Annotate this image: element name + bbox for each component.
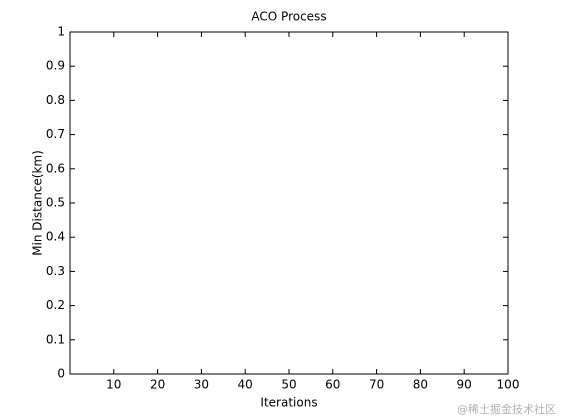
x-tick-label: 80 [413,378,428,392]
x-tick-label: 90 [457,378,472,392]
x-tick-label: 40 [238,378,253,392]
y-tick-label: 0 [57,367,65,381]
chart-title: ACO Process [251,10,326,24]
plot-frame [69,31,509,375]
x-axis-label: Iterations [260,396,317,410]
y-tick-label: 0.6 [46,161,65,175]
x-tick-label: 100 [497,378,520,392]
y-tick-label: 0.3 [46,264,65,278]
y-tick-label: 0.2 [46,298,65,312]
x-tick-label: 50 [281,378,296,392]
y-tick-label: 0.7 [46,127,65,141]
watermark: @稀土掘金技术社区 [457,402,556,416]
x-tick-label: 60 [325,378,340,392]
x-tick-label: 30 [194,378,209,392]
y-tick-label: 0.8 [46,93,65,107]
x-tick-label: 10 [106,378,121,392]
x-tick-label: 70 [369,378,384,392]
y-tick-label: 0.4 [46,230,65,244]
y-tick-label: 1 [57,25,65,39]
y-tick-label: 0.9 [46,59,65,73]
y-axis-label: Min Distance(km) [31,150,45,256]
x-tick-label: 20 [150,378,165,392]
y-tick-label: 0.5 [46,196,65,210]
y-tick-label: 0.1 [46,332,65,346]
